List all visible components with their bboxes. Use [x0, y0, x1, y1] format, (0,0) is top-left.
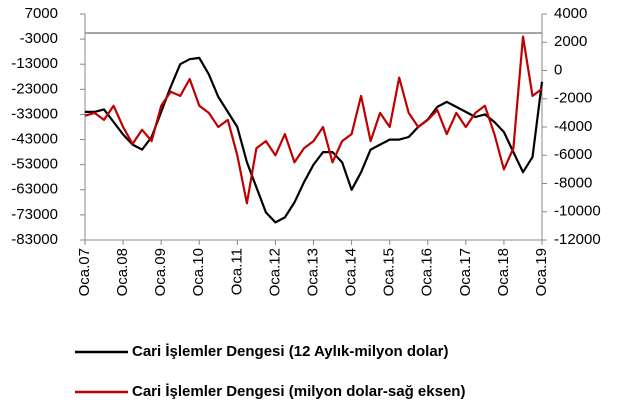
x-tick-label: Oca.10: [190, 248, 207, 296]
y-tick-label: -63000: [11, 181, 58, 198]
series-line: [84, 35, 543, 205]
y-tick-label: -73000: [11, 206, 58, 223]
x-tick-label: Oca.17: [457, 248, 474, 296]
y-tick-label: -53000: [11, 156, 58, 173]
legend-label: Cari İşlemler Dengesi (12 Aylık-milyon d…: [132, 343, 449, 360]
x-tick-label: Oca.18: [495, 248, 512, 296]
x-tick-label: Oca.09: [152, 248, 169, 296]
series-line: [85, 56, 544, 224]
x-tick-label: Oca.14: [343, 248, 360, 296]
y-tick-label: -13000: [11, 55, 58, 72]
x-tick-label: Oca.12: [266, 248, 283, 296]
y2-tick-label: -6000: [554, 146, 592, 163]
x-tick-label: Oca.19: [533, 248, 550, 296]
y-tick-label: 7000: [25, 5, 58, 22]
y-tick-label: -83000: [11, 231, 58, 248]
legend-label: Cari İşlemler Dengesi (milyon dolar-sağ …: [132, 383, 465, 400]
x-tick-label: Oca.11: [228, 248, 245, 295]
y-tick-label: -33000: [11, 105, 58, 122]
y2-tick-label: 4000: [554, 5, 587, 22]
y-tick-label: -43000: [11, 131, 58, 148]
y2-tick-label: -2000: [554, 90, 592, 107]
y2-tick-label: -4000: [554, 118, 592, 135]
y2-tick-label: -8000: [554, 174, 592, 191]
x-tick-label: Oca.07: [76, 248, 93, 296]
y-tick-label: -3000: [20, 30, 58, 47]
y2-tick-label: -12000: [554, 231, 601, 248]
x-tick-label: Oca.08: [114, 248, 131, 296]
x-tick-label: Oca.13: [304, 248, 321, 296]
x-tick-label: Oca.15: [381, 248, 398, 296]
y-tick-label: -23000: [11, 80, 58, 97]
y2-tick-label: 0: [554, 61, 562, 78]
y2-tick-label: 2000: [554, 33, 587, 50]
y2-tick-label: -10000: [554, 203, 601, 220]
x-tick-label: Oca.16: [419, 248, 436, 296]
